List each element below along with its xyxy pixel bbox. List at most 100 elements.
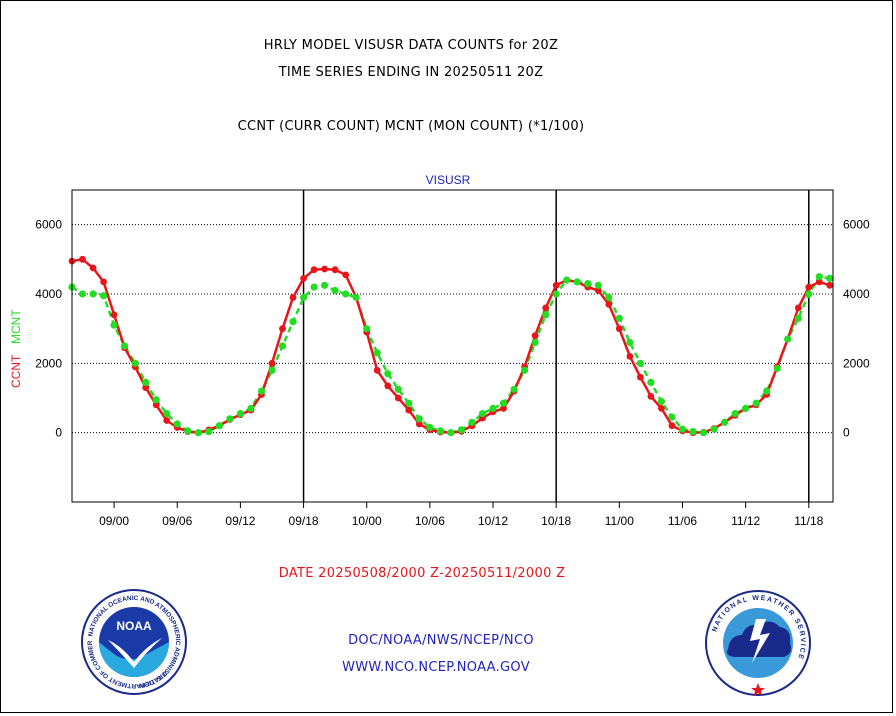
data-point-ccnt (500, 405, 507, 412)
data-point-mcnt (689, 428, 697, 436)
chart-subtitle: CCNT (CURR COUNT) MCNT (MON COUNT) (*1/1… (237, 119, 585, 134)
data-point-ccnt (289, 294, 297, 301)
chart-title-line2: TIME SERIES ENDING IN 20250511 20Z (278, 65, 544, 80)
plot-title: VISUSR (426, 173, 471, 187)
y-tick-label-right: 0 (843, 426, 850, 440)
data-point-mcnt (521, 366, 529, 374)
chart-title-line1: HRLY MODEL VISUSR DATA COUNTS for 20Z (263, 38, 559, 53)
data-point-ccnt (594, 287, 602, 294)
series-line-mcnt (71, 275, 830, 434)
data-point-mcnt (278, 342, 287, 350)
data-point-ccnt (647, 392, 655, 400)
data-point-mcnt (373, 349, 381, 357)
data-point-ccnt (542, 304, 550, 312)
data-point-ccnt (794, 304, 802, 312)
data-point-ccnt (384, 382, 392, 390)
data-point-mcnt (89, 290, 97, 298)
axis-layer: 0 0 2000 2000 4000 4000 6000 6000 09/00 09/06 09/1… (35, 218, 870, 528)
data-point-mcnt (257, 387, 266, 395)
data-point-mcnt (489, 404, 497, 412)
data-point-mcnt (805, 290, 813, 298)
data-point-mcnt (163, 410, 171, 418)
x-tick-label: 10/06 (415, 514, 445, 528)
data-point-mcnt (552, 290, 560, 298)
data-point-ccnt (279, 325, 286, 333)
data-point-ccnt (142, 384, 150, 391)
data-point-mcnt (563, 276, 571, 284)
data-point-mcnt (605, 293, 613, 302)
data-point-ccnt (626, 353, 634, 360)
data-point-ccnt (815, 278, 823, 286)
data-point-ccnt (405, 406, 413, 414)
data-point-mcnt (752, 399, 760, 407)
data-point-mcnt (331, 286, 339, 295)
data-point-mcnt (310, 283, 318, 291)
data-point-mcnt (773, 364, 781, 373)
data-point-mcnt (636, 359, 645, 367)
y-tick-label-left: 0 (55, 426, 62, 440)
data-point-mcnt (531, 338, 539, 347)
series-layer (68, 255, 834, 437)
data-point-mcnt (121, 342, 129, 350)
data-point-mcnt (194, 429, 202, 437)
data-point-ccnt (394, 394, 402, 402)
data-point-ccnt (310, 266, 318, 274)
y-tick-label-left: 4000 (35, 287, 62, 301)
data-point-mcnt (436, 427, 444, 435)
x-tick-label: 11/00 (605, 514, 634, 528)
x-tick-label: 09/00 (99, 514, 129, 528)
data-point-ccnt (552, 281, 560, 289)
data-point-mcnt (152, 396, 160, 404)
data-point-ccnt (658, 405, 665, 412)
data-point-mcnt (710, 425, 718, 433)
data-point-mcnt (384, 370, 392, 378)
x-tick-label: 10/00 (352, 514, 382, 528)
data-point-ccnt (531, 332, 539, 339)
data-point-mcnt (457, 426, 465, 434)
data-point-mcnt (678, 425, 687, 433)
data-point-ccnt (342, 271, 350, 279)
data-point-mcnt (826, 274, 834, 282)
ylabel-mcnt: MCNT (9, 309, 23, 344)
x-tick-label: 09/12 (225, 514, 255, 528)
data-point-ccnt (805, 283, 813, 291)
data-point-mcnt (426, 423, 434, 432)
data-point-mcnt (584, 280, 592, 288)
data-point-ccnt (110, 311, 118, 319)
star-icon (751, 683, 765, 696)
data-point-ccnt (637, 373, 644, 381)
nws-logo: NATIONAL WEATHER SERVICE (705, 590, 811, 696)
data-point-ccnt (826, 281, 834, 289)
data-point-ccnt (615, 325, 623, 333)
data-point-mcnt (510, 385, 518, 393)
data-point-mcnt (247, 404, 255, 412)
data-point-mcnt (100, 292, 108, 300)
data-point-ccnt (152, 401, 160, 409)
data-point-mcnt (699, 429, 708, 437)
data-point-mcnt (342, 290, 350, 298)
data-point-mcnt (594, 281, 602, 289)
y-tick-label-left: 2000 (35, 356, 62, 370)
data-point-mcnt (363, 325, 371, 333)
data-point-mcnt (215, 422, 223, 430)
data-point-mcnt (447, 429, 455, 437)
data-point-ccnt (100, 278, 107, 286)
data-point-mcnt (226, 415, 234, 423)
nco-website-link[interactable]: WWW.NCO.NCEP.NOAA.GOV (342, 660, 530, 675)
doc-noaa-link[interactable]: DOC/NOAA/NWS/NCEP/NCO (348, 633, 534, 648)
x-tick-label: 11/06 (668, 514, 697, 528)
data-point-ccnt (268, 359, 276, 367)
data-point-mcnt (542, 311, 550, 319)
data-point-mcnt (415, 415, 423, 423)
data-point-ccnt (79, 255, 86, 263)
data-point-ccnt (605, 301, 613, 308)
data-point-mcnt (289, 318, 297, 326)
x-tick-label: 10/12 (478, 514, 508, 528)
date-range-label: DATE 20250508/2000 Z-20250511/2000 Z (278, 566, 566, 581)
data-point-mcnt (499, 399, 508, 407)
data-point-mcnt (78, 290, 87, 298)
data-point-mcnt (794, 314, 802, 322)
data-point-mcnt (142, 378, 150, 386)
